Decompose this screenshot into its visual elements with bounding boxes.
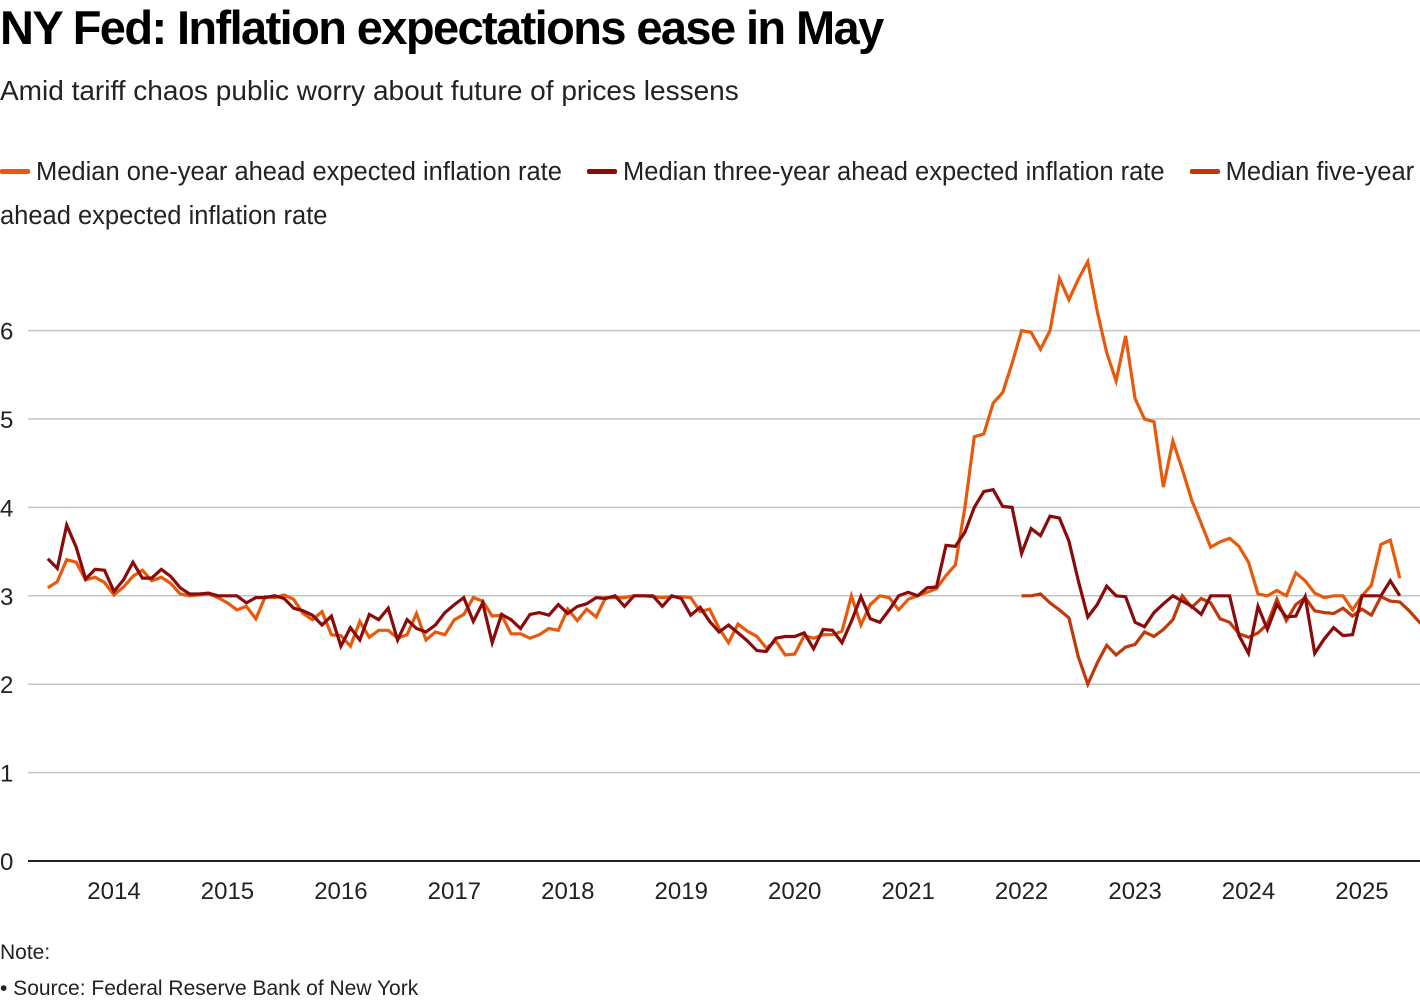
chart-subtitle: Amid tariff chaos public worry about fut… [0,75,739,106]
legend-swatch-one-year [0,169,30,175]
legend: Median one-year ahead expected inflation… [0,150,1420,238]
y-tick-label: 6 [0,319,13,346]
series-line-five-year [1021,592,1420,689]
x-tick-label: 2025 [1335,878,1388,905]
chart-title: NY Fed: Inflation expectations ease in M… [0,1,884,54]
y-tick-label: 3 [0,584,13,611]
x-tick-label: 2024 [1222,878,1275,905]
x-tick-label: 2019 [655,878,708,905]
x-tick-label: 2020 [768,878,821,905]
legend-item-three-year: Median three-year ahead expected inflati… [587,158,1165,186]
series-lines [46,256,1420,689]
legend-item-five-year: Median five-year ahead expected inflatio… [0,158,1414,230]
grid-lines [28,329,1420,862]
source-text: • Source: Federal Reserve Bank of New Yo… [0,977,419,1000]
x-tick-label: 2017 [428,878,481,905]
x-tick-label: 2023 [1108,878,1161,905]
legend-item-one-year: Median one-year ahead expected inflation… [0,158,562,186]
y-tick-label: 2 [0,672,13,699]
y-tick-label: 4 [0,495,13,522]
x-tick-label: 2021 [881,878,934,905]
legend-swatch-five-year [1189,169,1220,175]
x-tick-label: 2018 [541,878,594,905]
x-tick-label: 2016 [314,878,367,905]
y-tick-label: 0 [0,849,13,876]
line-chart: 0 1 2 3 4 5 6 2014 2015 2016 2017 2018 2019 2020 2021… [0,256,1420,905]
legend-label-three-year: Median three-year ahead expected inflati… [623,158,1165,186]
x-tick-label: 2015 [201,878,254,905]
y-axis-ticks: 0 1 2 3 4 5 6 [0,319,13,876]
note-label: Note: [0,941,51,964]
x-tick-label: 2014 [87,878,140,905]
y-tick-label: 1 [0,761,13,788]
x-tick-label: 2022 [995,878,1048,905]
legend-label-five-year: Median five-year ahead expected inflatio… [0,158,1415,230]
legend-label-one-year: Median one-year ahead expected inflation… [36,158,562,186]
series-line-three-year [46,487,1402,658]
y-tick-label: 5 [0,407,13,434]
legend-swatch-three-year [587,169,618,175]
x-axis-ticks: 2014 2015 2016 2017 2018 2019 2020 2021 2022 2023… [87,878,1388,905]
